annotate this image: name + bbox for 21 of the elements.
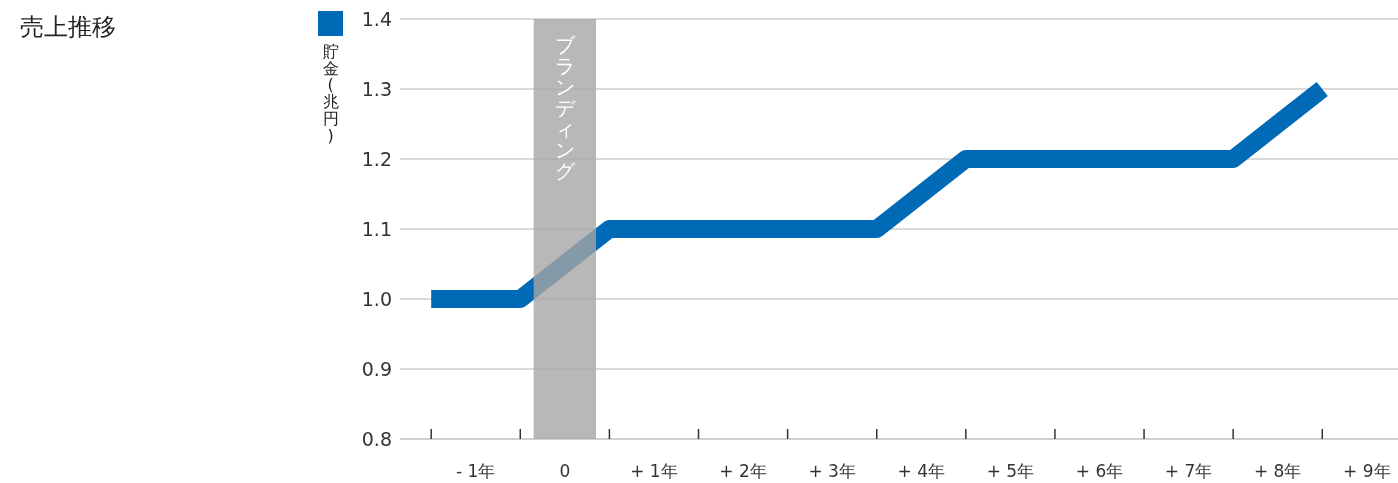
x-tick-label: 0 xyxy=(559,461,571,481)
y-tick-label: 0.9 xyxy=(361,358,392,380)
text: 売上推移 xyxy=(20,13,116,41)
x-tick-label: + 8年 xyxy=(1253,461,1302,481)
y-tick-label: 1.0 xyxy=(361,288,392,310)
y-tick-label: 0.8 xyxy=(361,428,392,450)
legend-label: 貯金(兆円) xyxy=(322,41,339,145)
x-tick-label: + 2年 xyxy=(719,461,767,481)
x-tick-label: + 4年 xyxy=(897,461,946,481)
x-tick-label: - 1年 xyxy=(456,461,496,481)
y-tick-label: 1.4 xyxy=(361,8,392,30)
x-tick-label: + 9年 xyxy=(1343,461,1391,481)
y-tick-label: 1.3 xyxy=(361,78,392,100)
y-tick-label: 1.1 xyxy=(361,218,392,240)
x-tick-label: + 3年 xyxy=(808,461,856,481)
x-tick-label: + 5年 xyxy=(986,461,1035,481)
x-tick-label: + 7年 xyxy=(1164,461,1213,481)
y-tick-label: 1.2 xyxy=(361,148,392,170)
x-tick-label: + 1年 xyxy=(630,461,678,481)
band-label: ブランディング xyxy=(554,33,576,183)
x-tick-label: + 6年 xyxy=(1075,461,1124,481)
